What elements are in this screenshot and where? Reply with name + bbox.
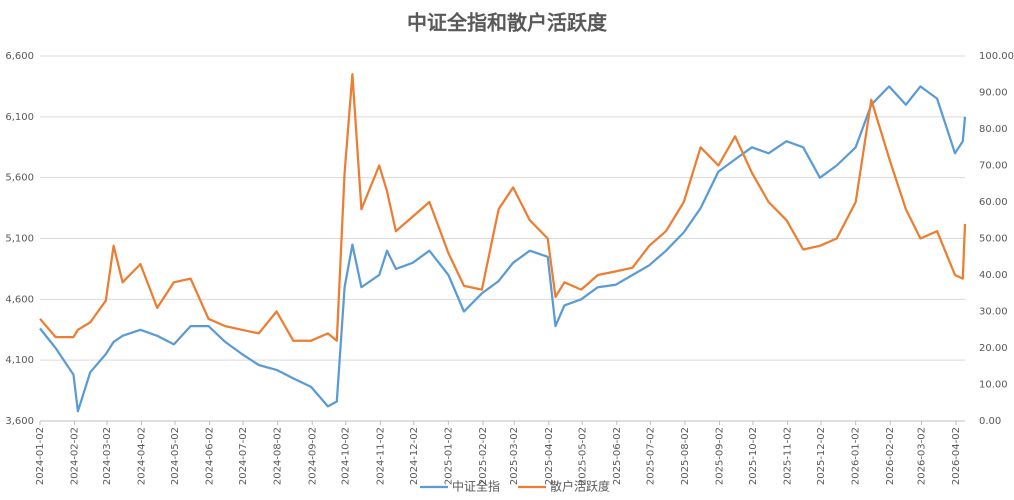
x-tick-label: 2024-12-02 xyxy=(409,427,420,485)
series-line xyxy=(39,85,967,413)
x-tick-label: 2025-03-02 xyxy=(509,427,520,485)
x-tick-label: 2025-07-02 xyxy=(645,427,656,485)
x-tick-label: 2025-08-02 xyxy=(680,427,691,485)
x-tick-label: 2025-06-02 xyxy=(612,427,623,485)
y-tick-label: 5,100 xyxy=(5,234,34,245)
y-tick-label: 6,100 xyxy=(5,112,34,123)
x-tick-label: 2024-03-02 xyxy=(102,427,113,485)
y2-tick-label: 20.00 xyxy=(979,343,1008,354)
y-tick-label: 6,600 xyxy=(5,51,34,62)
y2-tick-label: 70.00 xyxy=(979,161,1008,172)
y-tick-label: 3,600 xyxy=(5,416,34,427)
x-tick-label: 2025-01-02 xyxy=(443,427,454,485)
x-tick-label: 2024-09-02 xyxy=(307,427,318,485)
x-tick-label: 2024-04-02 xyxy=(137,427,148,485)
x-tick-label: 2024-08-02 xyxy=(273,427,284,485)
x-tick-label: 2025-10-02 xyxy=(748,427,759,485)
y-tick-label: 4,600 xyxy=(5,294,34,305)
x-tick-label: 2026-02-02 xyxy=(885,427,896,485)
legend-label: 散户活跃度 xyxy=(550,479,610,494)
x-tick-label: 2024-05-02 xyxy=(170,427,181,485)
x-tick-label: 2024-07-02 xyxy=(238,427,249,485)
x-tick-label: 2025-12-02 xyxy=(816,427,827,485)
y2-tick-label: 90.00 xyxy=(979,88,1008,99)
y2-tick-label: 0.00 xyxy=(979,416,1001,427)
x-tick-label: 2024-11-02 xyxy=(375,427,386,485)
y2-tick-label: 50.00 xyxy=(979,234,1008,245)
y2-tick-label: 100.00 xyxy=(979,51,1014,62)
x-tick-label: 2025-05-02 xyxy=(577,427,588,485)
x-tick-label: 2024-10-02 xyxy=(341,427,352,485)
x-tick-label: 2024-06-02 xyxy=(205,427,216,485)
y2-tick-label: 40.00 xyxy=(979,270,1008,281)
legend-label: 中证全指 xyxy=(452,479,500,494)
x-tick-label: 2025-11-02 xyxy=(783,427,794,485)
x-tick-label: 2026-04-02 xyxy=(951,427,962,485)
y2-tick-label: 10.00 xyxy=(979,380,1008,391)
y2-tick-label: 60.00 xyxy=(979,197,1008,208)
x-tick-label: 2026-03-02 xyxy=(916,427,927,485)
y-tick-label: 5,600 xyxy=(5,173,34,184)
y2-tick-label: 30.00 xyxy=(979,307,1008,318)
series-line xyxy=(39,73,967,342)
x-tick-label: 2025-04-02 xyxy=(544,427,555,485)
y-tick-label: 4,100 xyxy=(5,355,34,366)
x-tick-label: 2024-02-02 xyxy=(70,427,81,485)
x-tick-label: 2024-01-02 xyxy=(35,427,46,485)
chart-title: 中证全指和散户活跃度 xyxy=(407,11,608,35)
x-tick-label: 2025-09-02 xyxy=(715,427,726,485)
y2-tick-label: 80.00 xyxy=(979,124,1008,135)
x-tick-label: 2025-02-02 xyxy=(478,427,489,485)
x-tick-label: 2026-01-02 xyxy=(851,427,862,485)
